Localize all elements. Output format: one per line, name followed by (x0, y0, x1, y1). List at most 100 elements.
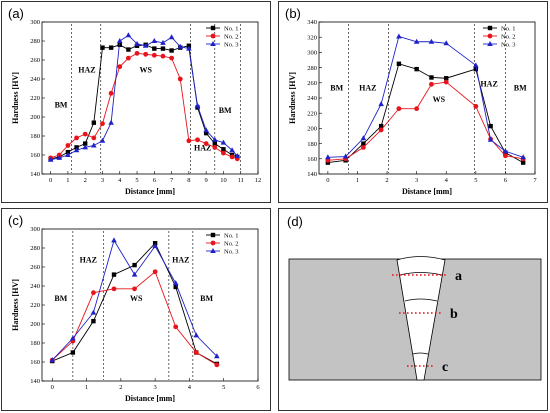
charta-data-point (234, 152, 241, 158)
chartc-region-label: HAZ (172, 255, 189, 264)
chartc-xtick-label: 0 (51, 384, 54, 391)
charta-data-point (73, 147, 80, 153)
chartb-panel-label: (b) (285, 6, 301, 21)
chartb-xtick-label: 4 (445, 177, 449, 184)
charta-xtick-label: 2 (84, 177, 87, 184)
chartc-data-point (173, 284, 178, 290)
chartb-data-point (488, 123, 493, 129)
chartc-data-point (193, 350, 199, 355)
charta-data-point (126, 47, 131, 52)
chartb-series-line (327, 35, 524, 158)
chartb-xtick-label: 6 (504, 177, 508, 184)
chartb-data-point (396, 33, 402, 39)
chartb-data-point (502, 148, 509, 154)
charta-legend-entry: No. 1 (224, 25, 238, 32)
chartb-series-2 (325, 79, 526, 163)
charta-xtick-label: 6 (153, 177, 157, 184)
chartc-xtick-label: 2 (119, 384, 122, 391)
charta-data-point (229, 147, 235, 153)
charta-ytick-label: 220 (30, 95, 40, 102)
chartc-region-label: BM (54, 294, 67, 303)
charta-data-point (203, 127, 209, 133)
charta-legend-marker (210, 33, 216, 39)
chartc-data-point (131, 271, 138, 277)
charta-ytick-label: 200 (30, 114, 40, 121)
chartb-data-point (378, 127, 384, 133)
charta-data-point (56, 154, 63, 160)
charta-region-label: BM (219, 106, 232, 115)
charta-region-label: BM (55, 101, 68, 110)
chartb-xtick-label: 3 (415, 177, 418, 184)
chartb-region-label: BM (514, 83, 527, 92)
charta-data-point (65, 143, 71, 148)
chartb-ytick-label: 180 (307, 141, 317, 148)
chartb-y-axis-title: Hardness [HV] (288, 72, 297, 124)
chartc-series-line (51, 270, 218, 366)
chartb-data-point (360, 135, 367, 141)
chartc-legend-entry: No. 1 (224, 232, 238, 239)
charta-data-point (186, 45, 192, 51)
chartc-xtick-label: 6 (256, 384, 260, 391)
panel-d: (d) a b c (278, 208, 548, 411)
chartc-data-point (152, 243, 158, 249)
panel-c: 140 160 180 200 220 240 260 280 300 0 1 2 3 4 5 6 Distan… (1, 208, 271, 411)
charta-region-label: HAZ (194, 143, 211, 152)
chartb-data-point (361, 141, 366, 146)
chartb-xtick-label: 5 (474, 177, 477, 184)
charta-data-point (177, 43, 184, 49)
chartc-legend-marker (210, 240, 216, 246)
chartc-series-line (52, 242, 218, 365)
charta-data-point (65, 152, 71, 157)
chartb-ytick-label: 200 (307, 126, 317, 133)
charta-data-point (160, 39, 166, 45)
chartb-ytick-label: 300 (307, 50, 317, 57)
chartb-data-point (360, 145, 366, 150)
chartb-legend-entry: No. 1 (501, 25, 515, 32)
chartc-data-point (132, 262, 137, 268)
charta-legend-marker (210, 25, 216, 31)
chartb-data-point (503, 153, 508, 159)
chartb-series-line (327, 81, 524, 161)
charta-data-point (221, 147, 226, 152)
chartb-data-point (342, 153, 349, 159)
chartb-xtick-label: 1 (356, 177, 359, 184)
chartb-xtick-label: 0 (326, 177, 329, 184)
charta-data-point (168, 34, 175, 40)
charta-data-point (82, 131, 88, 137)
chartc-panel-label: (c) (8, 213, 23, 228)
charta-data-point (160, 53, 166, 59)
chartb-data-point (429, 75, 434, 80)
charta-data-point (151, 52, 157, 58)
chartb-data-point (413, 38, 420, 44)
charta-xtick-label: 1 (66, 177, 69, 184)
chartb-data-point (325, 154, 331, 160)
chartc-ytick-label: 180 (30, 340, 40, 347)
measurement-point-label-b: b (450, 307, 458, 322)
charta-xtick-label: 12 (255, 177, 262, 184)
charta-data-point (83, 141, 88, 146)
charta-data-point (142, 42, 149, 48)
chartb-xtick-label: 7 (533, 177, 537, 184)
charta-data-point (134, 50, 140, 56)
chartc-xtick-label: 5 (222, 384, 225, 391)
chartb-data-point (396, 61, 402, 66)
charta-ytick-label: 280 (30, 38, 40, 45)
charta-data-point (126, 55, 131, 61)
charta-data-point (143, 51, 149, 57)
chartc-region-label: BM (200, 294, 213, 303)
charta-xtick-label: 10 (220, 177, 227, 184)
charta-data-point (82, 144, 88, 150)
chartc-legend-marker (210, 232, 216, 238)
chartc-ytick-label: 280 (30, 245, 40, 252)
weld-layer-line (412, 352, 429, 355)
chartb-data-point (487, 136, 494, 142)
charta-data-point (108, 119, 114, 125)
charta-ytick-label: 240 (30, 76, 40, 83)
chartb-region-label: BM (330, 83, 343, 92)
chartc-data-point (214, 362, 220, 368)
charta-xtick-label: 9 (205, 177, 208, 184)
chartb-region-label: HAZ (480, 80, 497, 89)
chartb-legend-entry: No. 2 (501, 33, 515, 40)
chartc-region-label: HAZ (80, 255, 97, 264)
measurement-point-label-a: a (455, 269, 462, 284)
